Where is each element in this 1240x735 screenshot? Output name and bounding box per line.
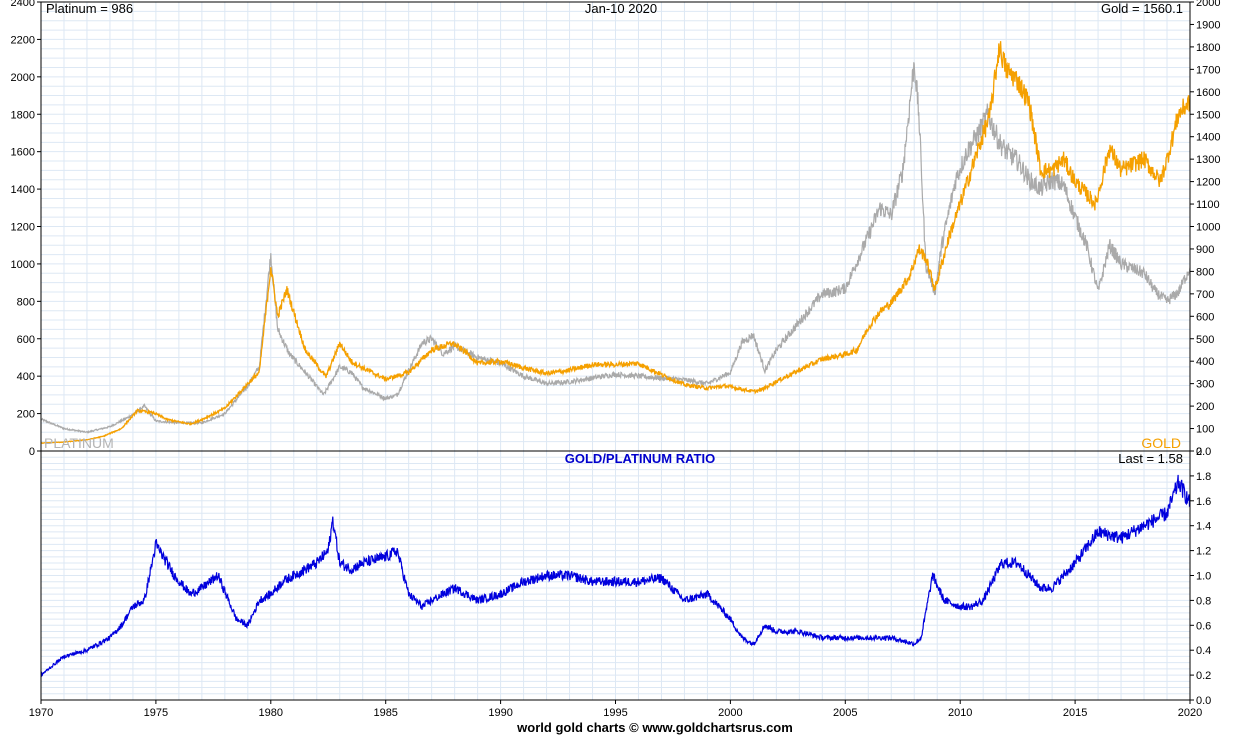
gold-price-label: Gold = 1560.1 bbox=[1101, 1, 1183, 16]
x-axis-label: 2010 bbox=[948, 707, 972, 719]
right-axis-label: 500 bbox=[1196, 334, 1214, 346]
left-axis-label: 800 bbox=[17, 296, 35, 308]
ratio-axis-label: 1.0 bbox=[1196, 571, 1211, 583]
left-axis-label: 1600 bbox=[11, 147, 35, 159]
ratio-axis-label: 1.6 bbox=[1196, 496, 1211, 508]
left-axis-label: 2200 bbox=[11, 34, 35, 46]
right-axis-label: 600 bbox=[1196, 311, 1214, 323]
left-axis-label: 1200 bbox=[11, 222, 35, 234]
x-axis-label: 1970 bbox=[29, 707, 53, 719]
platinum-price-label: Platinum = 986 bbox=[46, 1, 133, 16]
left-axis-label: 600 bbox=[17, 334, 35, 346]
left-axis-label: 0 bbox=[29, 446, 35, 458]
ratio-axis-label: 0.4 bbox=[1196, 645, 1211, 657]
right-axis-label: 100 bbox=[1196, 424, 1214, 436]
ratio-axis-label: 1.2 bbox=[1196, 546, 1211, 558]
x-axis-label: 1985 bbox=[373, 707, 397, 719]
left-axis-label: 2400 bbox=[11, 0, 35, 9]
right-axis-label: 1900 bbox=[1196, 19, 1220, 31]
x-axis-label: 1980 bbox=[259, 707, 283, 719]
right-axis-label: 1600 bbox=[1196, 87, 1220, 99]
right-axis-label: 1500 bbox=[1196, 109, 1220, 121]
left-axis-label: 200 bbox=[17, 409, 35, 421]
gold-line bbox=[40, 41, 1191, 444]
left-axis-label: 400 bbox=[17, 371, 35, 383]
x-axis-label: 1975 bbox=[144, 707, 168, 719]
ratio-axis-label: 0.2 bbox=[1196, 670, 1211, 682]
x-axis-label: 2000 bbox=[718, 707, 742, 719]
ratio-axis-label: 0.0 bbox=[1196, 695, 1211, 707]
right-axis-label: 300 bbox=[1196, 379, 1214, 391]
x-axis-label: 1995 bbox=[603, 707, 627, 719]
ratio-axis-label: 0.8 bbox=[1196, 595, 1211, 607]
ratio-last-label: Last = 1.58 bbox=[1118, 451, 1183, 466]
ratio-title: GOLD/PLATINUM RATIO bbox=[565, 451, 715, 466]
right-axis-label: 0 bbox=[1196, 446, 1202, 458]
right-axis-label: 1200 bbox=[1196, 177, 1220, 189]
left-axis-label: 1400 bbox=[11, 184, 35, 196]
tick-layer: 0200400600800100012001400160018002000220… bbox=[11, 0, 1221, 719]
right-axis-label: 700 bbox=[1196, 289, 1214, 301]
ratio-axis-label: 1.8 bbox=[1196, 471, 1211, 483]
right-axis-label: 1300 bbox=[1196, 154, 1220, 166]
date-label: Jan-10 2020 bbox=[585, 1, 657, 16]
right-axis-label: 1400 bbox=[1196, 132, 1220, 144]
right-axis-label: 200 bbox=[1196, 401, 1214, 413]
right-axis-label: 900 bbox=[1196, 244, 1214, 256]
right-axis-label: 1100 bbox=[1196, 199, 1220, 211]
right-axis-label: 1800 bbox=[1196, 42, 1220, 54]
ratio-line bbox=[40, 474, 1191, 678]
ratio-axis-label: 2.0 bbox=[1196, 446, 1211, 458]
x-axis-label: 1990 bbox=[488, 707, 512, 719]
left-axis-label: 2000 bbox=[11, 72, 35, 84]
ratio-axis-label: 0.6 bbox=[1196, 620, 1211, 632]
gold-series-label: GOLD bbox=[1141, 435, 1181, 451]
right-axis-label: 800 bbox=[1196, 266, 1214, 278]
platinum-line bbox=[40, 62, 1191, 434]
platinum-series-label: PLATINUM bbox=[44, 435, 114, 451]
right-axis-label: 1000 bbox=[1196, 222, 1220, 234]
x-axis-label: 2020 bbox=[1178, 707, 1202, 719]
x-axis-label: 2015 bbox=[1063, 707, 1087, 719]
series-layer bbox=[40, 41, 1191, 678]
footer-credit: world gold charts © www.goldchartsrus.co… bbox=[516, 720, 793, 735]
right-axis-label: 400 bbox=[1196, 356, 1214, 368]
right-axis-label: 2000 bbox=[1196, 0, 1220, 9]
left-axis-label: 1000 bbox=[11, 259, 35, 271]
ratio-axis-label: 1.4 bbox=[1196, 521, 1211, 533]
left-axis-label: 1800 bbox=[11, 109, 35, 121]
x-axis-label: 2005 bbox=[833, 707, 857, 719]
right-axis-label: 1700 bbox=[1196, 64, 1220, 76]
grid-layer bbox=[40, 1, 1191, 701]
